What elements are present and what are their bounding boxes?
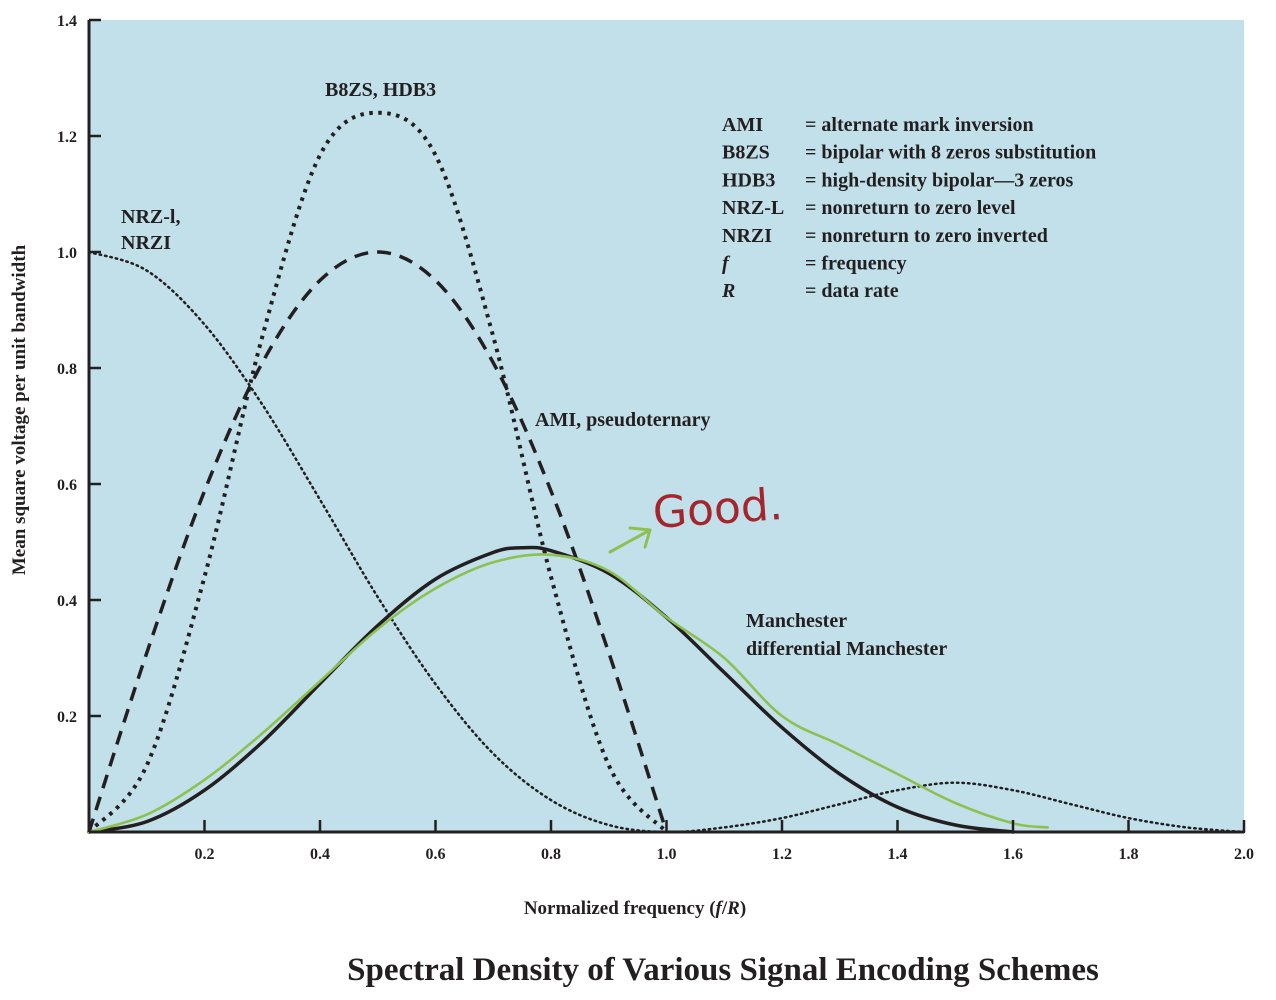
plot-background [89,20,1244,832]
series-line-4 [87,553,1049,834]
y-tick-label-2: 0.6 [57,477,77,494]
series-line-2 [87,250,669,833]
legend-def-3: = nonreturn to zero level [805,197,1016,219]
annotation-manchester-line2: differential Manchester [746,638,947,660]
x-tick-label-6: 1.4 [888,846,908,863]
annotation-ami: AMI, pseudoternary [535,409,711,431]
legend-def-6: = data rate [805,280,899,302]
legend-def-5: = frequency [805,253,907,275]
y-axis-title: Mean square voltage per unit bandwidth [9,244,30,575]
x-tick-label-1: 0.4 [310,846,330,863]
x-tick-label-2: 0.6 [426,846,446,863]
y-tick-label-3: 0.8 [57,361,77,378]
x-tick-label-3: 0.8 [541,846,561,863]
legend-abbr-0: AMI [722,114,763,136]
x-tick-label-5: 1.2 [772,846,792,863]
x-axis-title-r: R [726,898,740,919]
legend-abbr-2: HDB3 [722,169,775,191]
y-tick-label-5: 1.2 [57,129,77,146]
annotation-nrz-line2: NRZI [121,232,171,254]
legend-def-4: = nonreturn to zero inverted [805,225,1048,247]
x-axis-title-slash: / [721,898,728,919]
tick-layer: 0.2 0.4 0.6 0.8 1.0 1.2 1.4 1.6 1.8 2.0 0.2 0.4 0.6 0… [57,13,1254,863]
y-tick-label-1: 0.4 [57,593,77,610]
x-tick-label-4: 1.0 [657,846,677,863]
x-tick-label-0: 0.2 [195,846,215,863]
x-axis-title-suffix: ) [740,898,746,919]
x-axis-title-prefix: Normalized frequency ( [524,898,716,919]
x-tick-label-7: 1.6 [1003,846,1023,863]
annotation-manchester-line1: Manchester [746,610,847,632]
annotation-nrz-line1: NRZ-l, [121,206,180,228]
x-axis-title: Normalized frequency (f/R) [524,898,746,919]
legend-def-2: = high-density bipolar—3 zeros [805,169,1073,191]
legend-def-0: = alternate mark inversion [805,114,1034,136]
series-line-3 [87,545,1015,834]
handwritten-note: Good. [651,479,784,539]
legend-abbr-1: B8ZS [722,142,770,164]
legend-abbr-6: R [721,280,735,302]
x-axis-title-f: f [716,898,724,919]
y-tick-label-0: 0.2 [57,709,77,726]
legend-abbr-5: f [722,253,731,275]
series-layer [87,110,1246,834]
legend-abbr-3: NRZ-L [722,197,784,219]
legend: AMI = alternate mark inversion B8ZS = bipol… [721,114,1096,302]
legend-abbr-4: NRZI [722,225,772,247]
y-tick-label-4: 1.0 [57,245,77,262]
x-tick-label-9: 2.0 [1234,846,1254,863]
y-tick-label-6: 1.4 [57,13,77,30]
annotation-b8zs-hdb3: B8ZS, HDB3 [325,79,436,101]
figure-title: Spectral Density of Various Signal Encod… [347,952,1099,988]
handdrawn-arrow-icon [608,526,652,554]
x-tick-label-8: 1.8 [1119,846,1139,863]
legend-def-1: = bipolar with 8 zeros substitution [805,142,1096,164]
